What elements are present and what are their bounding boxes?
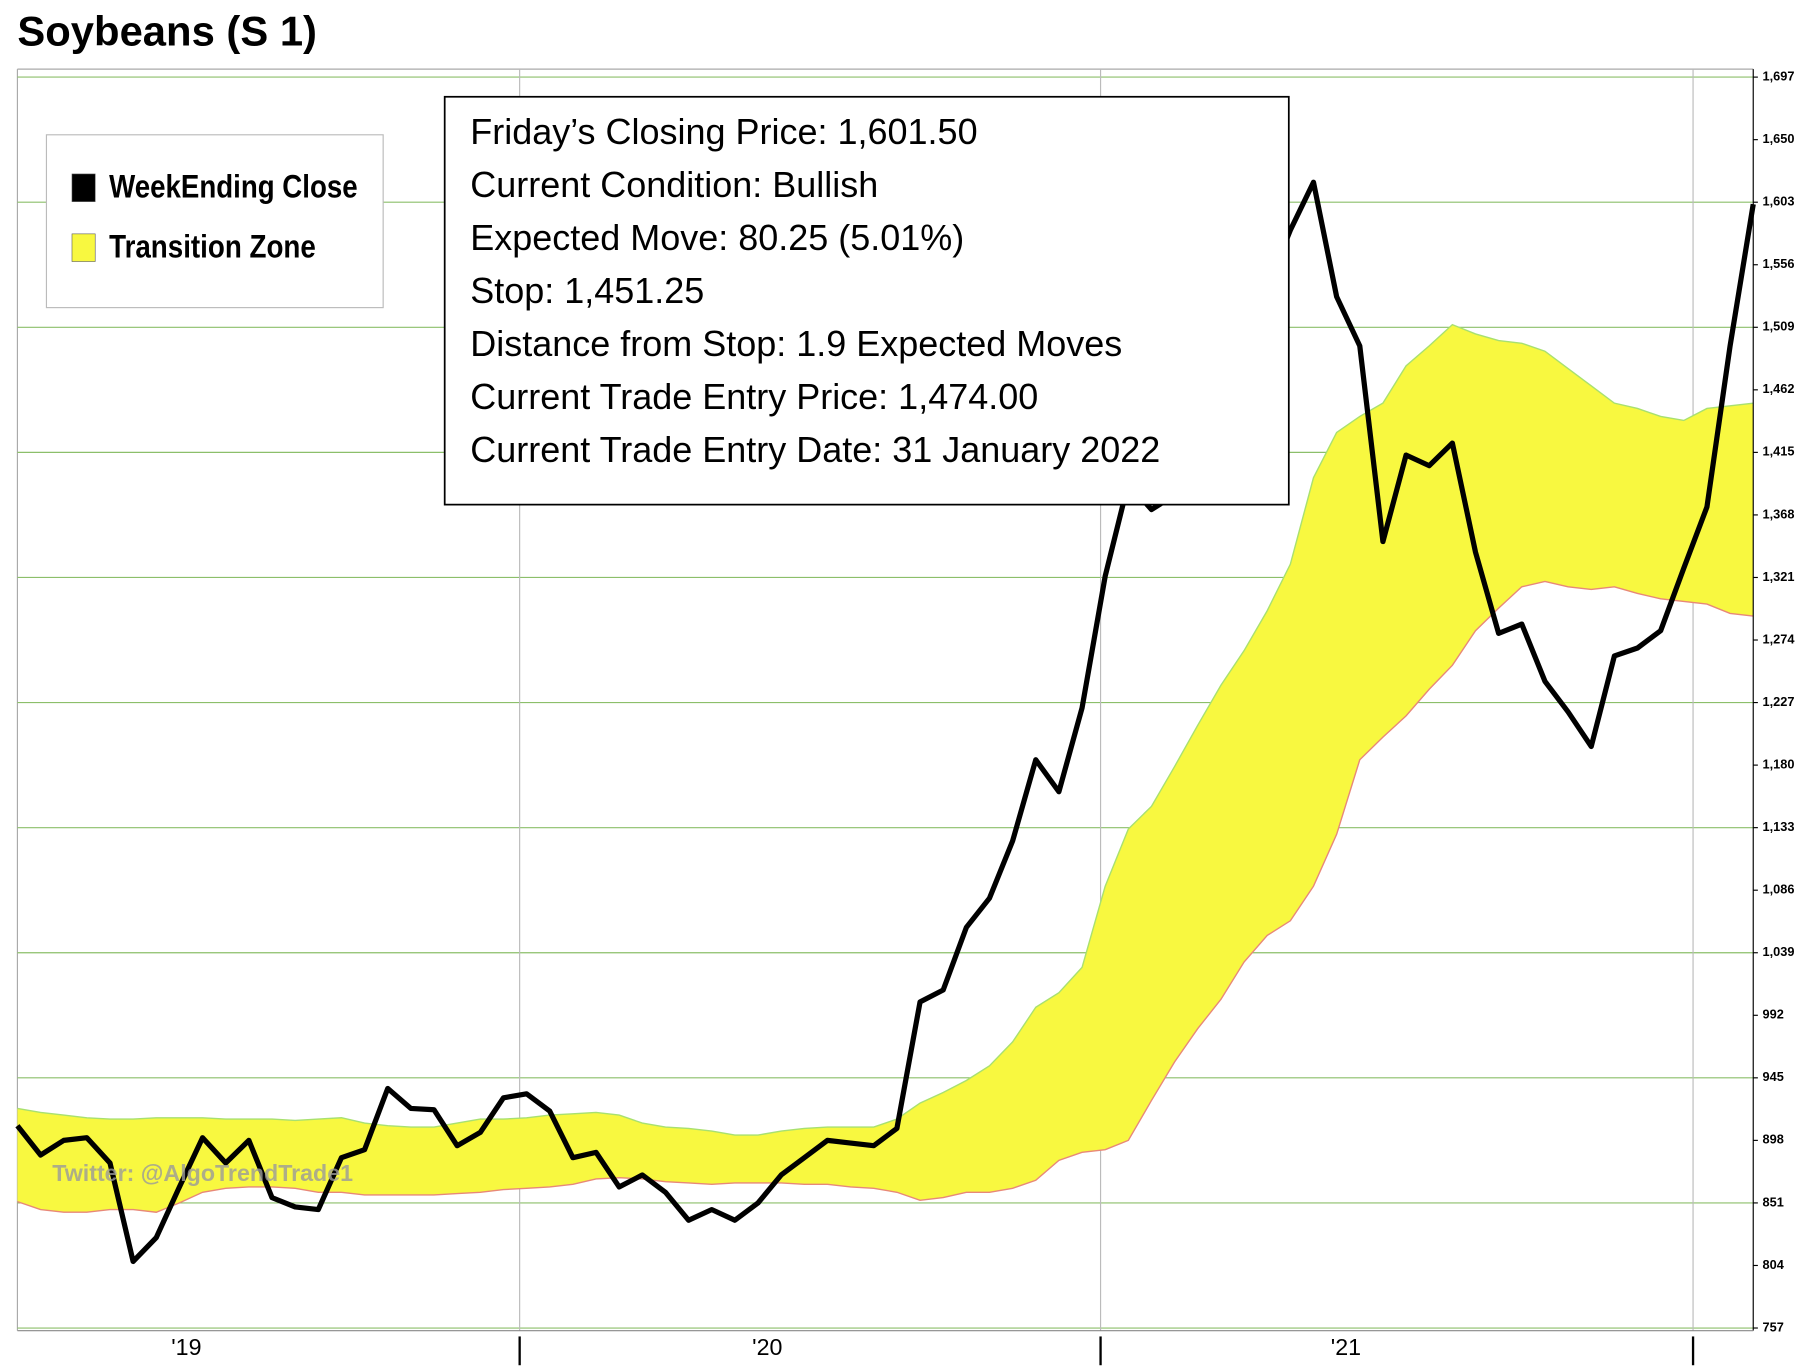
close-line [15, 179, 1756, 1265]
y-tick-label: 898 [1763, 1132, 1784, 1147]
y-tick-label: 1,180 [1763, 757, 1795, 772]
y-tick-label: 1,133 [1763, 819, 1795, 834]
y-tick-label: 1,509 [1763, 319, 1795, 334]
transition-zone [17, 324, 1754, 1213]
y-tick-label: 945 [1763, 1069, 1784, 1084]
y-tick-label: 1,039 [1763, 944, 1795, 959]
y-tick-label: 1,697 [1763, 69, 1795, 84]
y-tick-label: 992 [1763, 1007, 1784, 1022]
info-line: Current Condition: Bullish [470, 165, 878, 205]
y-tick-label: 1,227 [1763, 694, 1795, 709]
y-tick-label: 1,368 [1763, 506, 1795, 521]
info-line: Current Trade Entry Date: 31 January 202… [470, 430, 1160, 470]
legend-label: WeekEnding Close [109, 169, 357, 205]
legend-box [45, 134, 384, 309]
legend-label: Transition Zone [109, 228, 316, 264]
info-line: Expected Move: 80.25 (5.01%) [470, 218, 964, 258]
y-tick-label: 804 [1763, 1257, 1784, 1272]
info-line: Friday’s Closing Price: 1,601.50 [470, 112, 977, 152]
y-tick-label: 1,321 [1763, 569, 1795, 584]
x-tick-label: '19 [171, 1334, 201, 1360]
y-tick-label: 757 [1763, 1319, 1784, 1334]
y-tick-label: 1,274 [1763, 631, 1795, 646]
x-tick-label: '21 [1331, 1334, 1361, 1360]
y-tick-label: 1,650 [1763, 131, 1795, 146]
y-tick-label: 1,603 [1763, 194, 1795, 209]
y-tick-label: 1,086 [1763, 882, 1795, 897]
y-tick-label: 1,556 [1763, 256, 1795, 271]
x-tick-label: '20 [752, 1334, 782, 1360]
legend-swatch [71, 233, 96, 262]
y-tick-label: 851 [1763, 1194, 1784, 1209]
info-line: Current Trade Entry Price: 1,474.00 [470, 377, 1038, 417]
chart-title: Soybeans (S 1) [17, 8, 317, 55]
zone-upper-edge [17, 323, 1754, 1136]
info-line: Distance from Stop: 1.9 Expected Moves [470, 324, 1122, 364]
watermark: Twitter: @AlgoTrendTrade1 [52, 1160, 353, 1186]
zone-lower-edge [17, 580, 1754, 1213]
info-box [443, 95, 1290, 506]
y-tick-label: 1,462 [1763, 381, 1795, 396]
y-tick-label: 1,415 [1763, 444, 1795, 459]
info-line: Stop: 1,451.25 [470, 271, 704, 311]
legend-swatch [71, 173, 96, 202]
